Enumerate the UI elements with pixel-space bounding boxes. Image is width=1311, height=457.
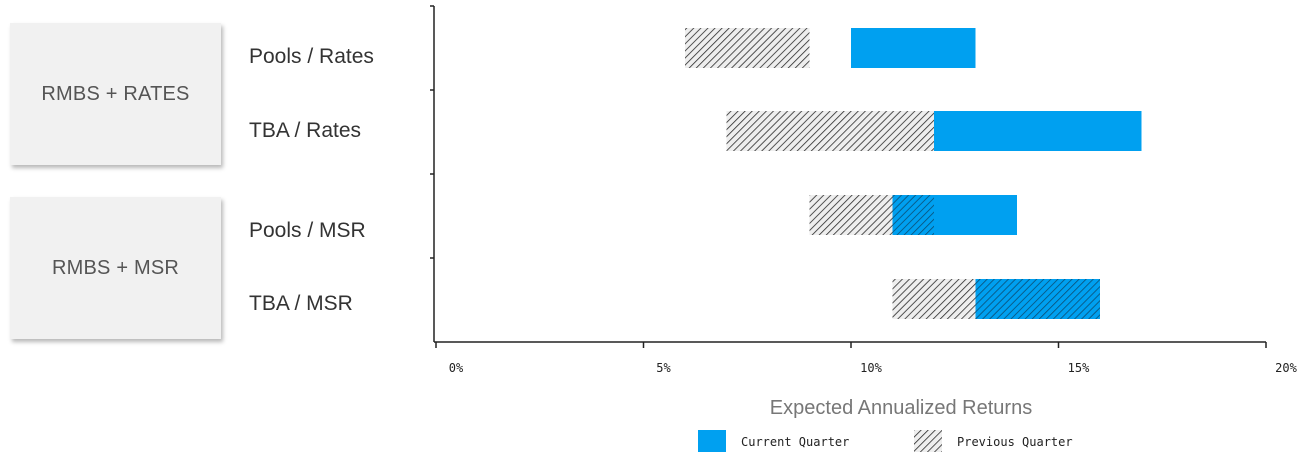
bar-previous-quarter-tba-rates (726, 111, 934, 151)
group-label-text: RMBS + MSR (51, 256, 180, 279)
x-tick-label: 10% (860, 361, 882, 375)
bar-previous-quarter-pools-rates (685, 28, 810, 68)
axis-layer: 0% 5% 10% 15% 20% Expected Annualized Returns (430, 5, 1298, 419)
legend: Current Quarter Previous Quarter (698, 430, 1073, 452)
x-tick-label: 0% (449, 361, 464, 375)
legend-label-current-quarter: Current Quarter (741, 435, 849, 449)
legend-label-previous-quarter: Previous Quarter (957, 435, 1073, 449)
x-tick-label: 20% (1275, 361, 1297, 375)
row-label-tba-rates: TBA / Rates (249, 119, 362, 142)
row-label-tba-msr: TBA / MSR (249, 292, 353, 315)
x-tick-label: 5% (656, 361, 671, 375)
bar-current-quarter-pools-rates (851, 28, 976, 68)
bar-current-quarter-tba-rates (934, 111, 1142, 151)
legend-swatch-previous-quarter (914, 430, 942, 452)
group-label-rmbs-rates: RMBS + RATES (10, 23, 221, 165)
group-label-rmbs-msr: RMBS + MSR (10, 197, 221, 339)
bars-layer (685, 28, 1142, 319)
bar-overlap-tba-msr (975, 279, 1100, 319)
bar-overlap-pools-msr (892, 195, 934, 235)
legend-swatch-current-quarter (698, 430, 726, 452)
row-label-pools-msr: Pools / MSR (249, 219, 366, 242)
x-axis-title: Expected Annualized Returns (770, 397, 1032, 419)
group-label-text: RMBS + RATES (41, 82, 190, 105)
x-tick-label: 15% (1068, 361, 1090, 375)
row-label-pools-rates: Pools / Rates (249, 45, 374, 68)
